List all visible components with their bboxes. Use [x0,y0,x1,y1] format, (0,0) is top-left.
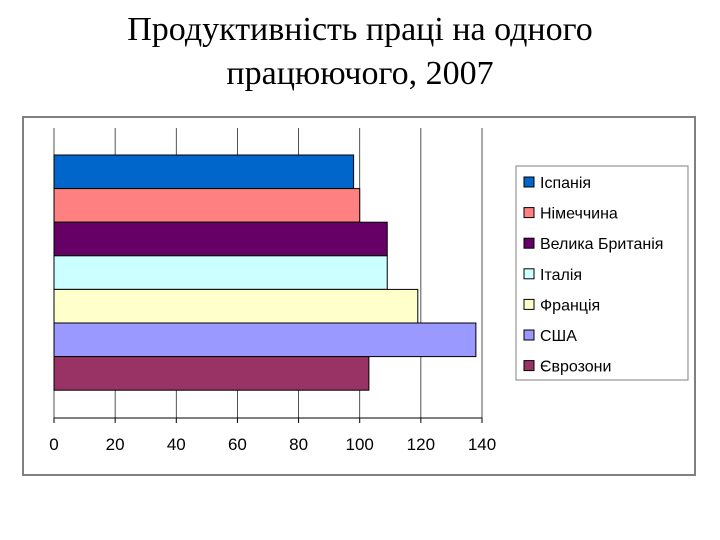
legend-label: Італія [540,267,582,284]
legend-swatch-6 [523,329,535,341]
bar-4 [53,255,388,290]
legend-swatch-5 [523,298,535,310]
legend-label: Франція [540,297,600,314]
x-tick-label: 0 [49,435,58,454]
bar-5 [53,288,419,324]
bar-3 [53,221,388,257]
x-tick-label: 20 [106,435,125,454]
x-tick-label: 80 [289,435,308,454]
title-line-1: Продуктивність праці на одного [127,11,593,48]
legend-label: США [540,328,577,345]
x-tick-label: 60 [228,435,247,454]
legend-label: Німеччина [540,206,618,223]
title-line-2: працюючого, 2007 [226,55,494,92]
legend-swatch-2 [523,207,535,219]
bar-7 [53,356,370,391]
x-tick-label: 40 [167,435,186,454]
chart-title: Продуктивність праці на одного працюючог… [0,8,720,96]
x-tick-label: 140 [468,435,496,454]
bar-2 [53,188,361,223]
legend-label: Єврозони [540,359,611,376]
x-tick-label: 120 [407,435,435,454]
legend-label: Велика Британія [540,236,663,253]
bar-1 [53,154,355,190]
bar-6 [53,322,477,358]
legend-box [515,165,689,381]
legend-swatch-4 [523,268,535,280]
legend-swatch-7 [523,360,535,372]
x-tick-label: 100 [346,435,374,454]
legend-swatch-1 [523,176,535,188]
legend-swatch-3 [523,237,535,249]
legend-label: Іспанія [540,175,591,192]
